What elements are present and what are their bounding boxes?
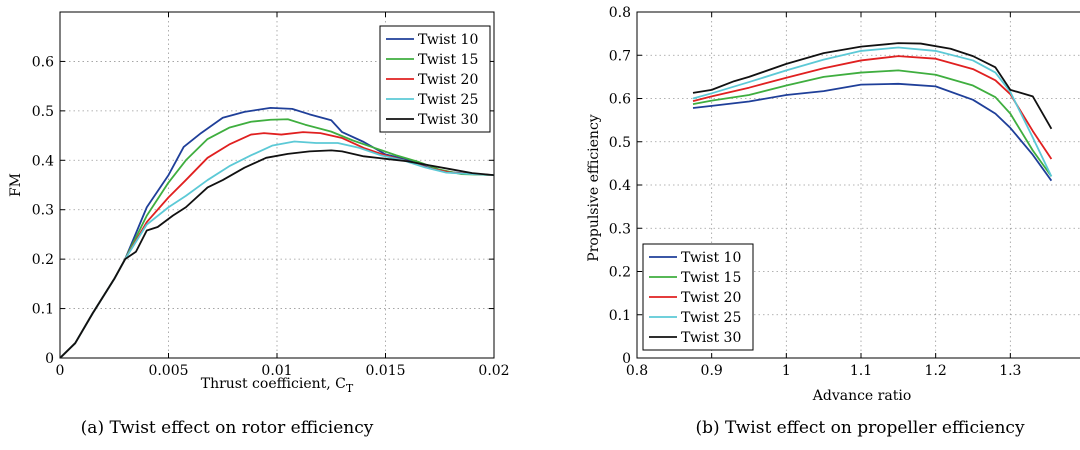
legend-entry: Twist 30 — [418, 112, 478, 128]
y-tick-label: 0.1 — [609, 308, 631, 324]
x-axis-label: Thrust coefficient, CT — [201, 376, 354, 395]
legend-entry: Twist 15 — [418, 52, 478, 68]
legend-entry: Twist 25 — [418, 92, 478, 108]
caption: (a) Twist effect on rotor efficiency — [81, 418, 374, 438]
y-tick-label: 0.3 — [609, 221, 631, 237]
x-tick-label: 0 — [56, 363, 65, 379]
chart-propeller-efficiency: 0.8 0.9 1 1.1 1.2 1.3 0 0.1 0.2 0.3 0.4 0.5 0.6 0.7 0.… — [586, 5, 1080, 438]
grid — [60, 12, 494, 358]
y-tick-label: 0.5 — [609, 135, 631, 151]
y-tick-label: 0 — [45, 351, 54, 367]
legend-entry: Twist 20 — [418, 72, 478, 88]
y-tick-label: 0.3 — [32, 203, 54, 219]
x-tick-label: 1.1 — [850, 363, 872, 379]
legend-entry: Twist 25 — [681, 310, 741, 326]
series-line-twist-25 — [692, 46, 1053, 177]
x-tick-label: 1 — [782, 363, 791, 379]
y-tick-label: 0.2 — [609, 265, 631, 281]
y-tick-label: 0 — [622, 351, 631, 367]
series-line-twist-30 — [692, 42, 1053, 130]
legend-entry: Twist 15 — [681, 270, 741, 286]
x-tick-label: 0.01 — [261, 363, 292, 379]
x-tick-label: 1.2 — [925, 363, 947, 379]
y-tick-label: 0.5 — [32, 104, 54, 120]
y-tick-label: 0.6 — [32, 54, 54, 70]
x-tick-label: 0.02 — [478, 363, 509, 379]
legend: Twist 10 Twist 15 Twist 20 Twist 25 Twist 30 — [379, 25, 491, 133]
y-tick-label: 0.8 — [609, 5, 631, 21]
axis-ticks: 0.8 0.9 1 1.1 1.2 1.3 0 0.1 0.2 0.3 0.4 0.5 0.6 0.7 0.… — [609, 5, 1022, 379]
legend-entry: Twist 10 — [418, 32, 478, 48]
series-line-twist-25 — [60, 140, 494, 358]
y-tick-label: 0.4 — [32, 153, 54, 169]
x-tick-label: 0.015 — [365, 363, 405, 379]
y-tick-label: 0.1 — [32, 302, 54, 318]
axis-ticks: 0 0.005 0.01 0.015 0.02 0 0.1 0.2 0.3 0.4 0.5 0.6 — [32, 12, 510, 379]
legend-entry: Twist 20 — [681, 290, 741, 306]
chart-rotor-efficiency: 0 0.005 0.01 0.015 0.02 0 0.1 0.2 0.3 0.4 0.5 0.6 T… — [8, 11, 510, 438]
caption: (b) Twist effect on propeller efficiency — [695, 418, 1024, 438]
y-tick-label: 0.2 — [32, 252, 54, 268]
series-group — [60, 106, 494, 358]
x-tick-label: 1.3 — [999, 363, 1021, 379]
series-line-twist-10 — [692, 82, 1053, 182]
y-axis-label: Propulsive efficiency — [586, 114, 602, 261]
x-tick-label: 0.9 — [701, 363, 723, 379]
x-tick-label: 0.005 — [148, 363, 188, 379]
series-line-twist-30 — [60, 149, 494, 358]
series-line-twist-15 — [692, 69, 1053, 177]
legend-entry: Twist 10 — [681, 250, 741, 266]
y-tick-label: 0.6 — [609, 92, 631, 108]
x-tick-label: 0.8 — [626, 363, 648, 379]
y-tick-label: 0.7 — [609, 48, 631, 64]
x-axis-label: Advance ratio — [812, 388, 912, 404]
legend: Twist 10 Twist 15 Twist 20 Twist 25 Twist 30 — [642, 243, 754, 351]
y-tick-label: 0.4 — [609, 178, 631, 194]
y-axis-label: FM — [8, 173, 24, 197]
legend-entry: Twist 30 — [681, 330, 741, 346]
series-group — [692, 42, 1053, 182]
series-line-twist-20 — [692, 55, 1053, 160]
